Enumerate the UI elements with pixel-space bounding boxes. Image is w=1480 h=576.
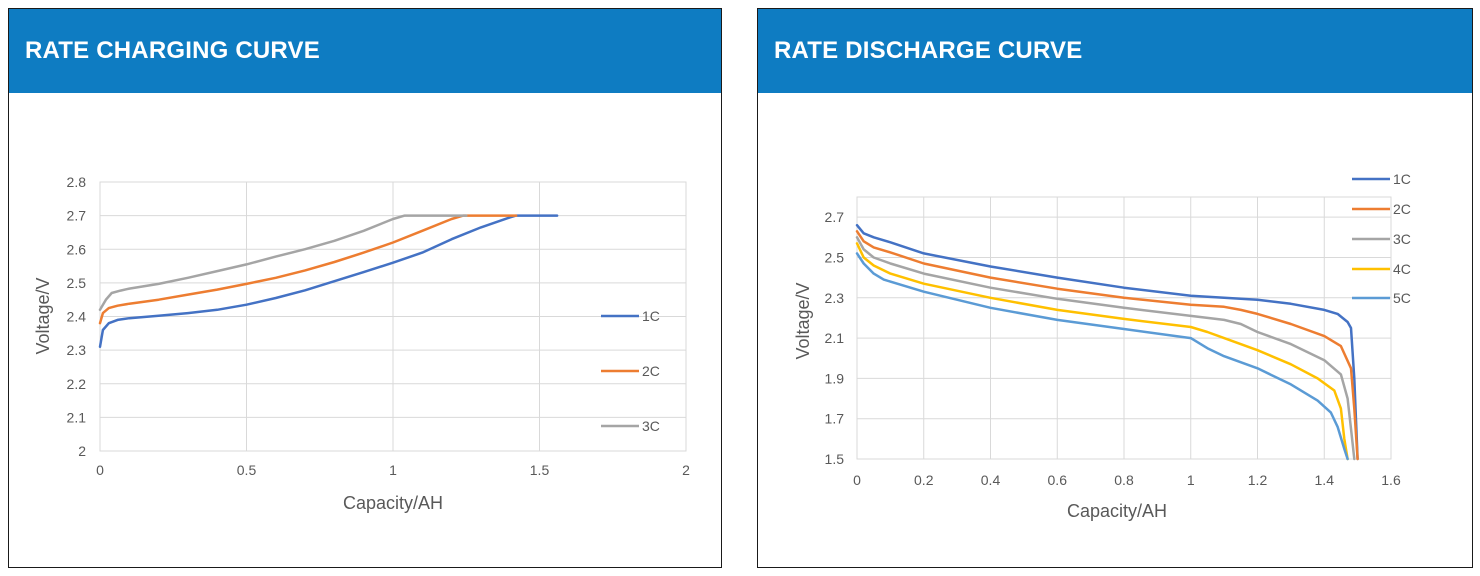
series-line-1c	[855, 223, 1359, 461]
y-tick-label: 2.1	[67, 409, 87, 425]
legend-label-1c: 1C	[642, 308, 660, 324]
x-tick-label: 0	[96, 462, 104, 478]
x-axis-label: Capacity/AH	[343, 493, 443, 513]
x-tick-label: 1	[389, 462, 397, 478]
series-line-2c	[855, 230, 1359, 461]
y-tick-label: 2.2	[67, 376, 87, 392]
y-tick-label: 2.4	[67, 309, 87, 325]
y-axis-label: Voltage/V	[793, 282, 813, 359]
x-tick-label: 1.2	[1248, 472, 1268, 488]
x-tick-label: 0.6	[1048, 472, 1068, 488]
y-tick-label: 2.6	[67, 241, 87, 257]
legend-label-2c: 2C	[642, 363, 660, 379]
rate-charging-chart: 2 2.1 2.2 2.3 2.4 2.5 2.6 2.7 2.8 0 0.5 1 1.5 2 Capaci…	[33, 174, 690, 513]
y-tick-label: 2.1	[825, 330, 845, 346]
panel-title: RATE CHARGING CURVE	[25, 37, 320, 64]
legend-label-4c: 4C	[1393, 261, 1411, 277]
rate-charging-panel: RATE CHARGING CURVE 2 2.1 2.2 2.3 2.4 2.5 2.6 2…	[8, 8, 722, 568]
x-tick-label: 0	[853, 472, 861, 488]
legend-label-1c: 1C	[1393, 171, 1411, 187]
y-tick-label: 2.5	[67, 275, 87, 291]
series-line-3c	[98, 214, 468, 312]
y-tick-label: 2.7	[67, 208, 87, 224]
y-tick-label: 1.9	[825, 370, 845, 386]
legend-label-2c: 2C	[1393, 201, 1411, 217]
series-line-1c	[98, 214, 559, 349]
x-tick-label: 1.6	[1381, 472, 1401, 488]
x-tick-label: 1.4	[1315, 472, 1335, 488]
panel-title: RATE DISCHARGE CURVE	[774, 37, 1083, 64]
series-line-4c	[855, 242, 1349, 461]
y-tick-label: 2.8	[67, 174, 87, 190]
y-tick-label: 2.5	[825, 249, 845, 265]
y-axis-label: Voltage/V	[33, 277, 53, 354]
rate-discharge-chart: 1.5 1.7 1.9 2.1 2.3 2.5 2.7 0 0.2 0.4 0.6 0.8 1 1.2 1.…	[793, 171, 1411, 521]
panel-header: RATE DISCHARGE CURVE	[758, 9, 1472, 93]
series-line-2c	[98, 214, 518, 325]
y-tick-label: 2.7	[825, 209, 845, 225]
x-tick-label: 0.5	[237, 462, 257, 478]
panel-header: RATE CHARGING CURVE	[9, 9, 721, 93]
y-tick-label: 2	[78, 443, 86, 459]
rate-discharge-panel: RATE DISCHARGE CURVE 1.5 1.7 1.9 2.1 2.3 2.5 2…	[757, 8, 1473, 568]
legend-label-3c: 3C	[642, 418, 660, 434]
x-tick-label: 1	[1187, 472, 1195, 488]
y-tick-label: 1.5	[825, 451, 845, 467]
x-tick-label: 2	[682, 462, 690, 478]
x-tick-label: 0.4	[981, 472, 1001, 488]
x-axis-label: Capacity/AH	[1067, 501, 1167, 521]
y-tick-label: 1.7	[825, 411, 845, 427]
legend-label-5c: 5C	[1393, 290, 1411, 306]
series-line-3c	[855, 236, 1356, 461]
series-line-5c	[855, 252, 1349, 461]
x-tick-label: 0.8	[1114, 472, 1134, 488]
x-tick-label: 0.2	[914, 472, 934, 488]
y-tick-label: 2.3	[67, 342, 87, 358]
x-tick-label: 1.5	[530, 462, 550, 478]
y-tick-label: 2.3	[825, 290, 845, 306]
legend-label-3c: 3C	[1393, 231, 1411, 247]
